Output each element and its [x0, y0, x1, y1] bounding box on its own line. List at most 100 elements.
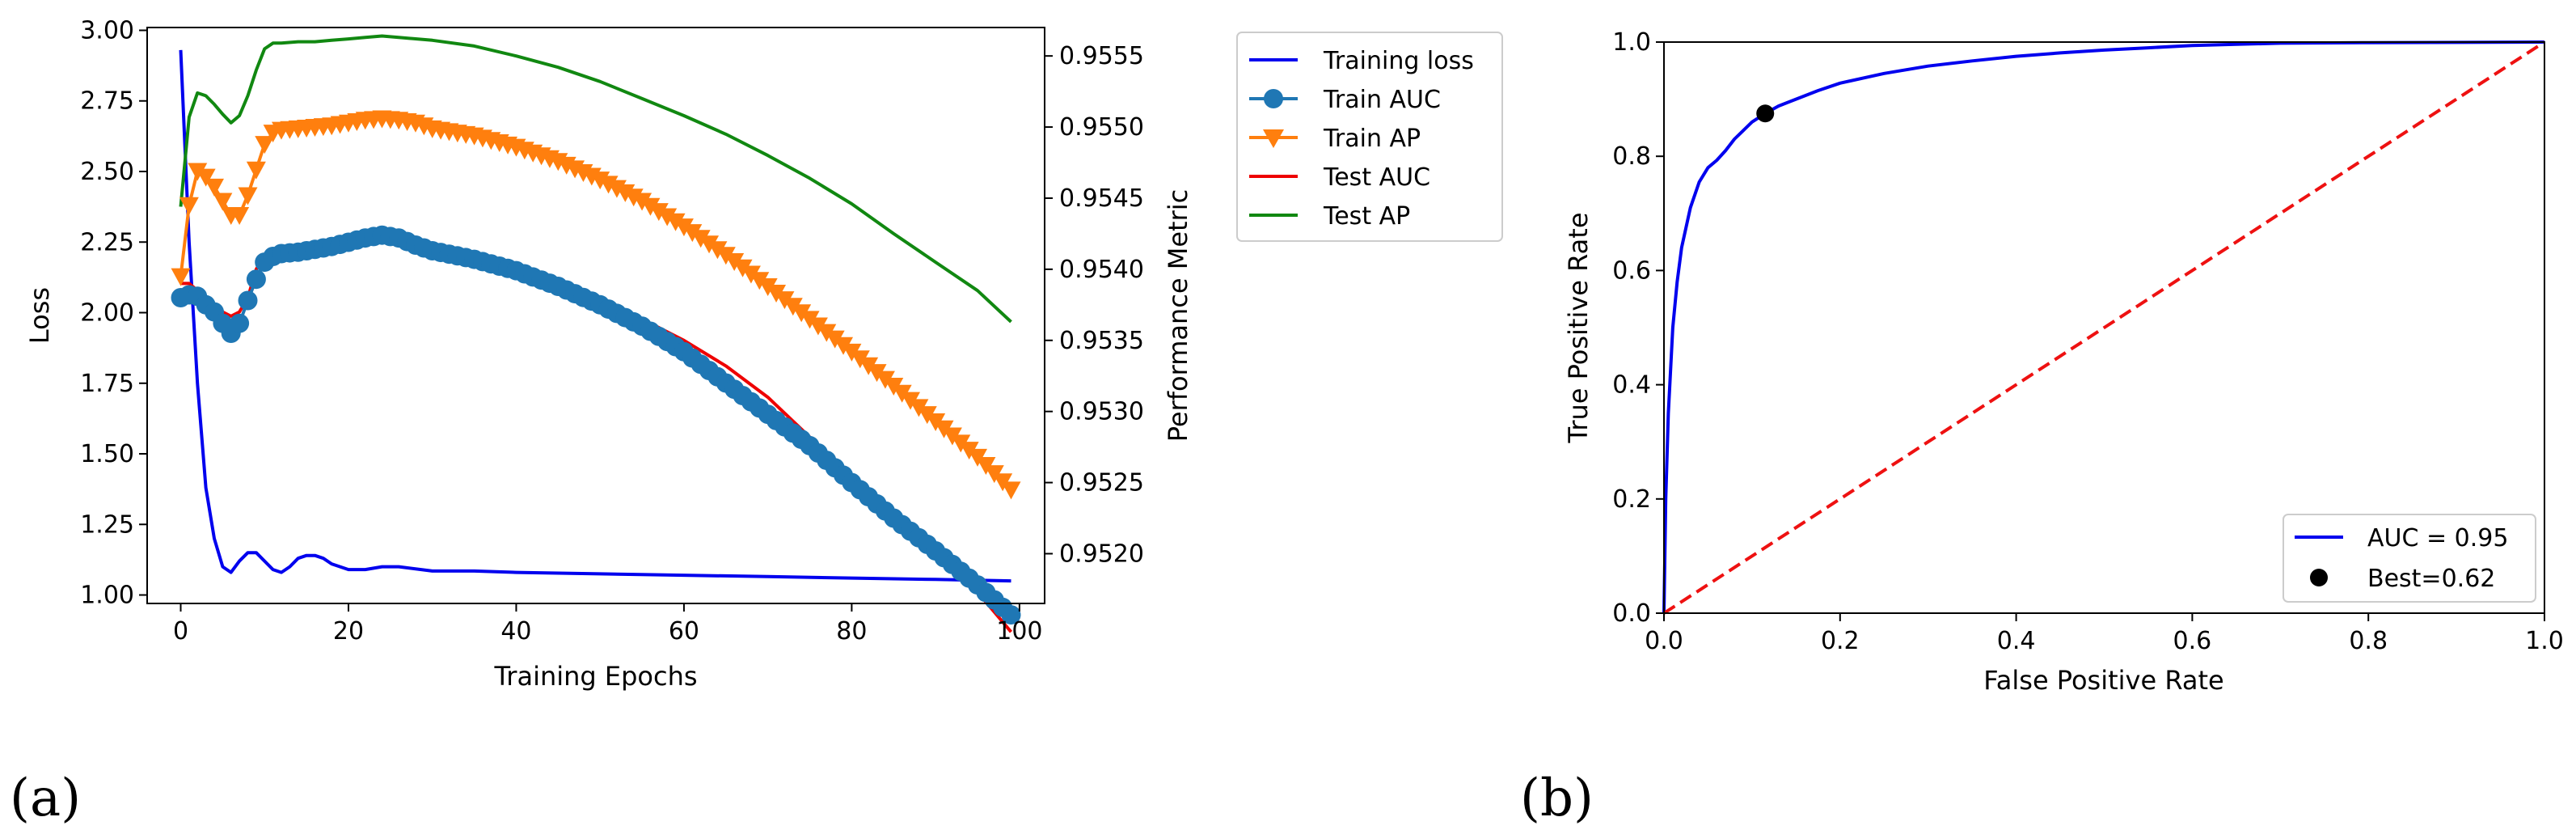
- chart-a-y-right-ticks: 0.9520 0.9525 0.9530 0.9535 0.9540 0.9545 0.95…: [1045, 42, 1144, 568]
- chart-b-legend: AUC = 0.95 Best=0.62: [2283, 514, 2536, 603]
- chart-a: 0 20 40 60 80 100 1.00 1.25 1.50 1.75 2.00 2.25 2.5…: [24, 16, 1193, 692]
- chart-b-legend-box: [2283, 514, 2536, 603]
- x-tick-label: 0.0: [1645, 627, 1683, 655]
- data-point: [1001, 481, 1021, 500]
- y-tick-label: 2.75: [80, 87, 134, 116]
- series-line-auc-0-95: [1662, 40, 2545, 614]
- chart-b-y-ticks: 0.0 0.2 0.4 0.6 0.8 1.0: [1612, 28, 1664, 628]
- x-tick-label: 0.6: [2173, 627, 2212, 655]
- x-tick-label: 80: [836, 617, 867, 646]
- series-line-chance: [1662, 40, 2546, 615]
- y-right-tick-label: 0.9550: [1059, 113, 1144, 142]
- legend-item-best: Best=0.62: [2310, 565, 2495, 593]
- chart-b: 0.0 0.2 0.4 0.6 0.8 1.0 0.0 0.2 0.4 0.6 0.8 1.0 Fa…: [1563, 28, 2564, 696]
- data-point: [690, 230, 711, 248]
- legend-label-test-auc: Test AUC: [1323, 163, 1430, 192]
- y-right-tick-label: 0.9520: [1059, 540, 1144, 568]
- legend-label-train-ap: Train AP: [1323, 125, 1421, 153]
- y-tick-label: 2.25: [80, 228, 134, 256]
- y-right-tick-label: 0.9530: [1059, 398, 1144, 426]
- y-tick-label: 1.25: [80, 510, 134, 539]
- legend-item-test-ap: Test AP: [1249, 202, 1410, 231]
- x-tick-label: 0: [173, 617, 188, 646]
- chart-a-y-label: Loss: [24, 287, 55, 344]
- y-tick-label: 0.0: [1612, 599, 1651, 628]
- y-tick-label: 0.6: [1612, 256, 1651, 285]
- y-right-tick-label: 0.9525: [1059, 469, 1144, 497]
- data-point: [230, 207, 250, 226]
- y-right-tick-label: 0.9540: [1059, 256, 1144, 284]
- y-tick-label: 0.4: [1612, 371, 1651, 400]
- series-line-test-ap: [179, 34, 1012, 324]
- data-point: [733, 259, 753, 277]
- chart-a-series: [171, 34, 1021, 633]
- legend-item-train-auc: Train AUC: [1249, 86, 1441, 114]
- series-training-loss: [179, 49, 1011, 583]
- legend-label-test-ap: Test AP: [1323, 202, 1410, 231]
- series-train-auc: [171, 225, 1021, 625]
- y-tick-label: 1.0: [1612, 28, 1651, 57]
- data-point: [716, 247, 736, 265]
- chart-a-legend-box: [1236, 32, 1503, 242]
- legend-item-train-ap: Train AP: [1249, 125, 1421, 153]
- data-point: [204, 178, 224, 197]
- data-point: [682, 224, 703, 243]
- y-tick-label: 2.50: [80, 158, 134, 186]
- y-tick-label: 0.2: [1612, 485, 1651, 514]
- data-point: [238, 290, 258, 311]
- data-point: [1001, 605, 1021, 625]
- y-tick-label: 1.50: [80, 440, 134, 468]
- chart-b-series: [1662, 40, 2546, 615]
- data-point: [246, 269, 266, 290]
- data-point: [230, 313, 250, 333]
- data-point: [171, 268, 191, 286]
- legend-label-best: Best=0.62: [2367, 565, 2495, 593]
- data-point: [750, 272, 770, 290]
- y-tick-label: 1.75: [80, 370, 134, 398]
- data-point: [674, 218, 694, 237]
- y-tick-label: 2.00: [80, 299, 134, 328]
- chart-a-frame: [146, 27, 1045, 604]
- data-point: [188, 163, 208, 181]
- data-point: [699, 235, 720, 254]
- series-train-ap: [171, 110, 1021, 500]
- y-tick-label: 0.8: [1612, 142, 1651, 171]
- chart-a-y-ticks: 1.00 1.25 1.50 1.75 2.00 2.25 2.50 2.75 3.00: [80, 16, 147, 610]
- x-tick-label: 100: [996, 617, 1042, 646]
- legend-label-train-auc: Train AUC: [1323, 86, 1441, 114]
- series-line-train-auc: [179, 233, 1012, 616]
- legend-item-training-loss: Training loss: [1249, 47, 1474, 75]
- data-point: [196, 168, 216, 187]
- chart-b-y-label: True Positive Rate: [1563, 212, 1594, 443]
- chart-a-y-right-label: Performance Metric: [1163, 189, 1193, 442]
- y-right-tick-label: 0.9555: [1059, 42, 1144, 70]
- legend-marker-train-auc: [1264, 89, 1283, 108]
- data-point: [213, 193, 233, 211]
- x-tick-label: 1.0: [2525, 627, 2564, 655]
- legend-label-training-loss: Training loss: [1323, 47, 1474, 75]
- series-test-ap: [179, 34, 1012, 324]
- data-point: [246, 161, 266, 180]
- x-tick-label: 20: [333, 617, 364, 646]
- chart-b-frame: [1663, 41, 2545, 614]
- x-tick-label: 40: [500, 617, 531, 646]
- data-point: [179, 197, 199, 215]
- y-right-tick-label: 0.9535: [1059, 327, 1144, 355]
- data-point: [648, 203, 669, 222]
- panel-label-b: (b): [1520, 768, 1594, 828]
- x-tick-label: 60: [669, 617, 699, 646]
- chart-a-x-label: Training Epochs: [493, 661, 697, 692]
- chart-a-x-ticks: 0 20 40 60 80 100: [173, 603, 1043, 646]
- x-tick-label: 0.4: [1997, 627, 2036, 655]
- data-point: [724, 253, 745, 272]
- legend-marker-train-ap: [1263, 129, 1284, 148]
- data-point: [640, 197, 661, 216]
- legend-label-auc: AUC = 0.95: [2367, 524, 2508, 552]
- legend-item-auc: AUC = 0.95: [2295, 524, 2508, 552]
- y-tick-label: 1.00: [80, 582, 134, 610]
- data-point: [255, 136, 275, 155]
- data-point: [657, 208, 678, 226]
- data-point: [238, 187, 258, 205]
- chart-b-x-ticks: 0.0 0.2 0.4 0.6 0.8 1.0: [1645, 613, 2564, 655]
- x-tick-label: 0.8: [2349, 627, 2388, 655]
